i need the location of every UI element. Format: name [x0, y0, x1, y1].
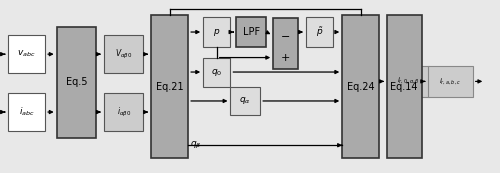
Text: $i_{r,a,b,c}$: $i_{r,a,b,c}$: [440, 76, 462, 86]
Text: Eq.21: Eq.21: [156, 81, 184, 92]
Text: $\tilde{p}$: $\tilde{p}$: [316, 25, 323, 39]
Bar: [8, 35, 45, 73]
Bar: [8, 93, 45, 131]
Text: $q_{\alpha}$: $q_{\alpha}$: [240, 95, 251, 106]
Text: $i_{r,0,\alpha,\beta}$: $i_{r,0,\alpha,\beta}$: [396, 76, 419, 87]
Text: $p$: $p$: [213, 26, 220, 38]
Text: LPF: LPF: [242, 27, 260, 37]
Bar: [203, 58, 230, 86]
Text: Eq.24: Eq.24: [347, 81, 374, 92]
Bar: [428, 66, 473, 97]
Bar: [387, 66, 429, 97]
Bar: [387, 15, 422, 158]
Text: $-$: $-$: [280, 30, 290, 40]
Bar: [151, 15, 188, 158]
Text: Eq.5: Eq.5: [66, 77, 87, 87]
Bar: [56, 27, 96, 138]
Bar: [306, 17, 333, 47]
Text: $q_{\beta}$: $q_{\beta}$: [190, 140, 202, 151]
Text: $v_{abc}$: $v_{abc}$: [17, 49, 36, 59]
Text: $+$: $+$: [280, 52, 290, 63]
Text: $i_{\alpha\beta0}$: $i_{\alpha\beta0}$: [116, 106, 130, 119]
Bar: [230, 86, 260, 115]
Text: $i_{abc}$: $i_{abc}$: [18, 106, 34, 118]
Bar: [342, 15, 380, 158]
Text: $q_0$: $q_0$: [211, 67, 222, 78]
Text: Eq.14: Eq.14: [390, 81, 418, 92]
Bar: [236, 17, 266, 47]
Bar: [104, 35, 144, 73]
Bar: [203, 17, 230, 47]
Bar: [104, 93, 144, 131]
Bar: [273, 18, 298, 70]
Text: $V_{\alpha\beta0}$: $V_{\alpha\beta0}$: [115, 48, 132, 61]
